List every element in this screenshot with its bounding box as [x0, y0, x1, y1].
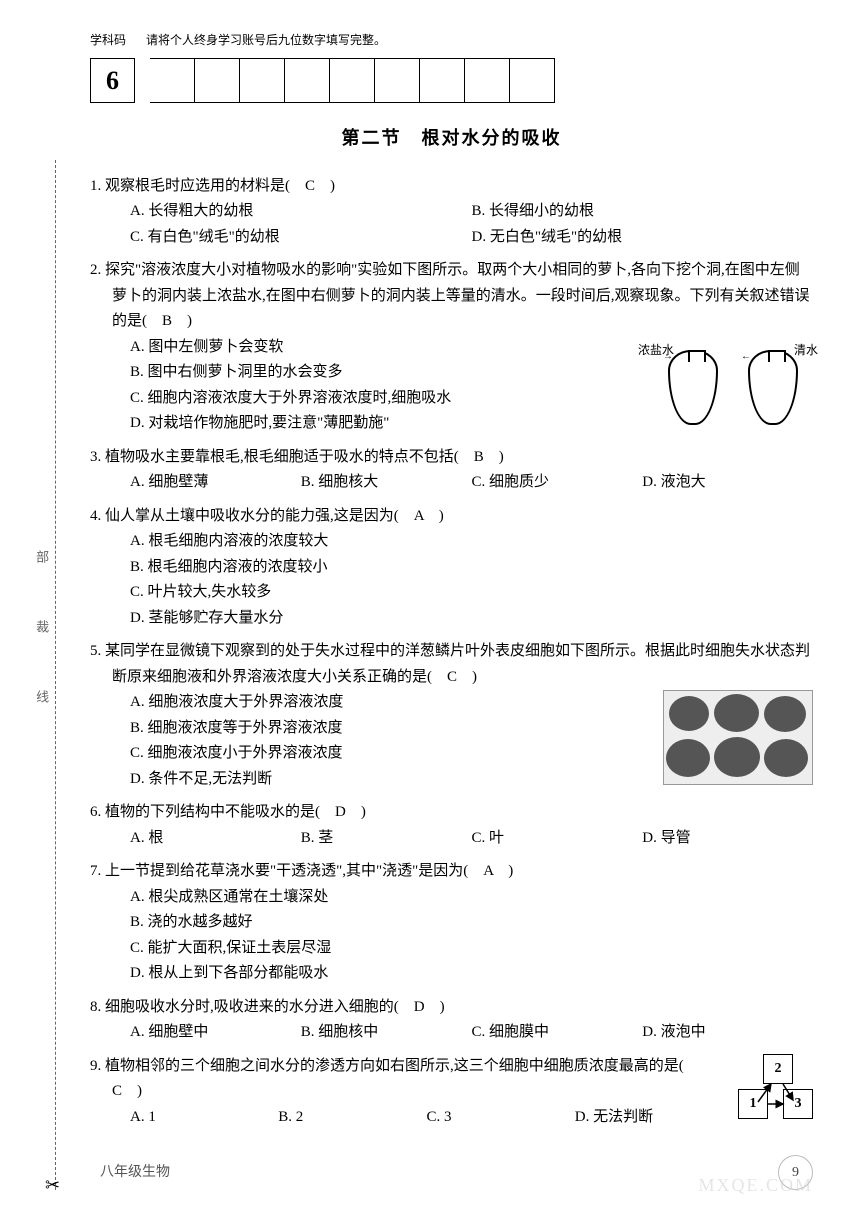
code-boxes: 6 [90, 58, 813, 103]
subject-code-box: 6 [90, 58, 135, 103]
digit-box[interactable] [195, 58, 240, 103]
question-8: 8. 细胞吸收水分时,吸收进来的水分进入细胞的( D ) A. 细胞壁中 B. … [90, 995, 813, 1046]
question-5: 5. 某同学在显微镜下观察到的处于失水过程中的洋葱鳞片叶外表皮细胞如下图所示。根… [90, 639, 813, 792]
question-6: 6. 植物的下列结构中不能吸水的是( D ) A. 根 B. 茎 C. 叶 D.… [90, 800, 813, 851]
section-title: 第二节 根对水分的吸收 [90, 123, 813, 154]
box-diagram: 2 1 3 [733, 1054, 813, 1119]
cut-label: 部 [30, 550, 52, 578]
option: A. 根尖成熟区通常在土壤深处 [130, 885, 813, 911]
digit-box[interactable] [420, 58, 465, 103]
scissors-icon: ✂ [45, 1170, 60, 1201]
option: D. 液泡中 [642, 1020, 813, 1046]
question-1: 1. 观察根毛时应选用的材料是( C ) A. 长得粗大的幼根 B. 长得细小的… [90, 174, 813, 251]
option: D. 无白色"绒毛"的幼根 [472, 225, 814, 251]
digit-box[interactable] [510, 58, 555, 103]
digit-box[interactable] [150, 58, 195, 103]
option: B. 细胞核大 [301, 470, 472, 496]
radish-diagram: 浓盐水 → ← 清水 [643, 335, 813, 435]
option: D. 液泡大 [642, 470, 813, 496]
option: D. 茎能够贮存大量水分 [130, 606, 813, 632]
options: A. 根毛细胞内溶液的浓度较大 B. 根毛细胞内溶液的浓度较小 C. 叶片较大,… [90, 529, 813, 631]
option: B. 长得细小的幼根 [472, 199, 814, 225]
cells-diagram [663, 690, 813, 785]
diagram-label: 清水 [794, 340, 818, 360]
subject-code-label: 学科码 [90, 30, 126, 50]
question-2: 2. 探究"溶液浓度大小对植物吸水的影响"实验如下图所示。取两个大小相同的萝卜,… [90, 258, 813, 437]
header-instruction: 请将个人终身学习账号后九位数字填写完整。 [146, 30, 386, 50]
option: C. 叶片较大,失水较多 [130, 580, 813, 606]
options: A. 细胞壁薄 B. 细胞核大 C. 细胞质少 D. 液泡大 [90, 470, 813, 496]
question-3: 3. 植物吸水主要靠根毛,根毛细胞适于吸水的特点不包括( B ) A. 细胞壁薄… [90, 445, 813, 496]
header-row: 学科码 请将个人终身学习账号后九位数字填写完整。 [90, 30, 813, 50]
option: D. 无法判断 [575, 1105, 723, 1131]
option: D. 导管 [642, 826, 813, 852]
box-cell-2: 2 [763, 1054, 793, 1084]
question-4: 4. 仙人掌从土壤中吸收水分的能力强,这是因为( A ) A. 根毛细胞内溶液的… [90, 504, 813, 632]
option: A. 根毛细胞内溶液的浓度较大 [130, 529, 813, 555]
question-text: 4. 仙人掌从土壤中吸收水分的能力强,这是因为( A ) [90, 504, 813, 530]
cut-label: 线 [30, 690, 52, 718]
option: B. 细胞核中 [301, 1020, 472, 1046]
option: C. 3 [427, 1105, 575, 1131]
question-text: 9. 植物相邻的三个细胞之间水分的渗透方向如右图所示,这三个细胞中细胞质浓度最高… [90, 1054, 813, 1105]
watermark: MXQE.COM [698, 1170, 813, 1201]
option: B. 根毛细胞内溶液的浓度较小 [130, 555, 813, 581]
question-text: 1. 观察根毛时应选用的材料是( C ) [90, 174, 813, 200]
cut-label: 裁 [30, 620, 52, 648]
question-text: 7. 上一节提到给花草浇水要"干透浇透",其中"浇透"是因为( A ) [90, 859, 813, 885]
box-cell-3: 3 [783, 1089, 813, 1119]
question-text: 2. 探究"溶液浓度大小对植物吸水的影响"实验如下图所示。取两个大小相同的萝卜,… [90, 258, 813, 335]
option: C. 细胞膜中 [472, 1020, 643, 1046]
option: D. 根从上到下各部分都能吸水 [130, 961, 813, 987]
option: A. 细胞壁中 [130, 1020, 301, 1046]
radish-left [668, 350, 718, 425]
option: A. 根 [130, 826, 301, 852]
options: A. 细胞壁中 B. 细胞核中 C. 细胞膜中 D. 液泡中 [90, 1020, 813, 1046]
question-7: 7. 上一节提到给花草浇水要"干透浇透",其中"浇透"是因为( A ) A. 根… [90, 859, 813, 987]
box-cell-1: 1 [738, 1089, 768, 1119]
digit-box[interactable] [330, 58, 375, 103]
option: C. 能扩大面积,保证土表层尽湿 [130, 936, 813, 962]
question-text: 3. 植物吸水主要靠根毛,根毛细胞适于吸水的特点不包括( B ) [90, 445, 813, 471]
options: A. 根尖成熟区通常在土壤深处 B. 浇的水越多越好 C. 能扩大面积,保证土表… [90, 885, 813, 987]
digit-box[interactable] [240, 58, 285, 103]
digit-box[interactable] [285, 58, 330, 103]
question-9: 2 1 3 9. 植物相邻的三个细胞之间水分的渗透方向如右图所示,这三个细胞中细… [90, 1054, 813, 1131]
option: A. 长得粗大的幼根 [130, 199, 472, 225]
option: C. 叶 [472, 826, 643, 852]
arrow-icon: ← [741, 348, 751, 365]
question-text: 6. 植物的下列结构中不能吸水的是( D ) [90, 800, 813, 826]
question-text: 5. 某同学在显微镜下观察到的处于失水过程中的洋葱鳞片叶外表皮细胞如下图所示。根… [90, 639, 813, 690]
cut-line [55, 160, 56, 1190]
option: C. 有白色"绒毛"的幼根 [130, 225, 472, 251]
option: A. 细胞壁薄 [130, 470, 301, 496]
options: A. 长得粗大的幼根 B. 长得细小的幼根 C. 有白色"绒毛"的幼根 D. 无… [90, 199, 813, 250]
digit-box[interactable] [375, 58, 420, 103]
options: A. 1 B. 2 C. 3 D. 无法判断 [90, 1105, 723, 1131]
radish-right [748, 350, 798, 425]
digit-box[interactable] [465, 58, 510, 103]
option: A. 1 [130, 1105, 278, 1131]
option: C. 细胞质少 [472, 470, 643, 496]
footer-subject: 八年级生物 [100, 1161, 170, 1185]
option: B. 浇的水越多越好 [130, 910, 813, 936]
option: B. 茎 [301, 826, 472, 852]
question-text: 8. 细胞吸收水分时,吸收进来的水分进入细胞的( D ) [90, 995, 813, 1021]
option: B. 2 [278, 1105, 426, 1131]
options: A. 根 B. 茎 C. 叶 D. 导管 [90, 826, 813, 852]
